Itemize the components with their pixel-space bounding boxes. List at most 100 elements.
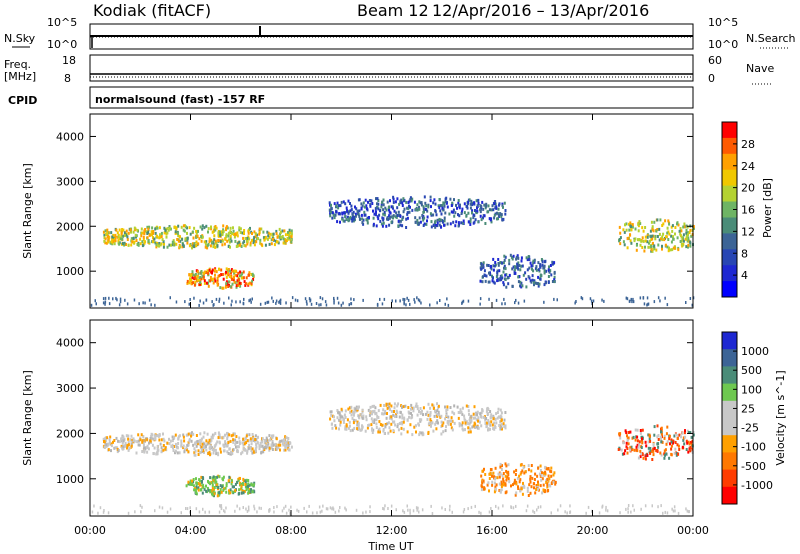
data-cell (148, 441, 150, 445)
data-cell (439, 209, 442, 213)
data-cell (234, 233, 237, 237)
data-cell (390, 205, 393, 209)
data-cell (509, 253, 512, 257)
data-cell (357, 421, 360, 425)
data-cell (549, 269, 552, 273)
ground-scatter-cell (273, 510, 275, 514)
data-cell (198, 442, 201, 446)
ground-scatter-cell (225, 506, 227, 510)
ground-scatter-cell (126, 302, 129, 306)
data-cell (218, 433, 221, 437)
data-cell (487, 419, 490, 422)
ground-scatter-cell (195, 507, 198, 511)
data-cell (494, 417, 497, 421)
data-cell (485, 202, 488, 206)
data-cell (521, 485, 524, 489)
data-cell (406, 430, 409, 434)
data-cell (499, 420, 502, 424)
data-cell (217, 453, 220, 457)
data-cell (636, 439, 639, 443)
data-cell (127, 448, 130, 452)
data-cell (685, 237, 688, 241)
data-cell (502, 261, 505, 265)
ground-scatter-cell (692, 296, 695, 300)
ground-scatter-cell (326, 507, 329, 511)
data-cell (290, 240, 293, 244)
data-cell (526, 258, 529, 262)
data-cell (450, 426, 453, 430)
data-cell (240, 245, 243, 248)
data-cell (432, 406, 435, 410)
data-cell (191, 242, 194, 246)
ground-scatter-cell (107, 511, 110, 515)
data-cell (273, 243, 276, 247)
data-cell (480, 488, 483, 492)
data-cell (186, 236, 189, 240)
data-cell (481, 409, 484, 413)
data-cell (247, 491, 250, 495)
data-cell (234, 438, 237, 442)
data-cell (260, 451, 263, 455)
data-cell (680, 239, 683, 243)
data-cell (238, 440, 241, 444)
data-cell (187, 480, 190, 484)
data-cell (204, 242, 207, 246)
data-cell (147, 227, 150, 231)
data-cell (252, 274, 255, 278)
data-cell (516, 476, 519, 480)
data-cell (190, 278, 193, 282)
data-cell (238, 240, 241, 244)
ground-scatter-cell (407, 298, 410, 302)
data-cell (208, 268, 211, 272)
data-cell (221, 286, 224, 290)
data-cell (181, 237, 184, 241)
data-cell (427, 203, 430, 207)
data-cell (409, 196, 412, 200)
data-cell (142, 238, 145, 242)
data-cell (416, 407, 419, 411)
data-cell (152, 236, 154, 239)
data-cell (427, 413, 430, 417)
data-cell (647, 446, 650, 450)
data-cell (241, 482, 244, 485)
data-cell (365, 418, 368, 422)
data-cell (639, 243, 642, 247)
data-cell (480, 267, 483, 271)
data-cell (473, 201, 476, 205)
data-cell (418, 410, 420, 413)
data-cell (369, 202, 372, 206)
data-cell (142, 443, 145, 447)
data-cell (239, 483, 241, 487)
data-cell (497, 258, 500, 261)
ground-scatter-cell (218, 299, 220, 303)
data-cell (367, 200, 369, 204)
data-cell (207, 227, 210, 231)
data-cell (228, 240, 231, 244)
data-cell (484, 422, 487, 425)
data-cell (626, 438, 629, 442)
data-cell (224, 272, 227, 276)
ground-scatter-cell (592, 299, 595, 303)
data-cell (550, 474, 553, 478)
data-cell (653, 446, 656, 450)
data-cell (436, 218, 439, 222)
data-cell (499, 472, 502, 476)
data-cell (272, 232, 275, 236)
data-cell (670, 440, 673, 444)
ground-scatter-cell (409, 302, 411, 306)
data-cell (672, 235, 674, 239)
data-cell (544, 259, 547, 263)
data-cell (485, 204, 488, 208)
power-colorbar-label: Power [dB] (761, 178, 774, 238)
data-cell (629, 448, 632, 452)
data-cell (245, 488, 248, 492)
data-cell (391, 205, 394, 209)
data-cell (629, 224, 632, 228)
data-cell (504, 474, 507, 478)
data-cell (652, 247, 655, 251)
data-cell (229, 285, 232, 289)
data-cell (654, 237, 657, 241)
data-cell (384, 424, 387, 428)
data-cell (681, 445, 684, 449)
